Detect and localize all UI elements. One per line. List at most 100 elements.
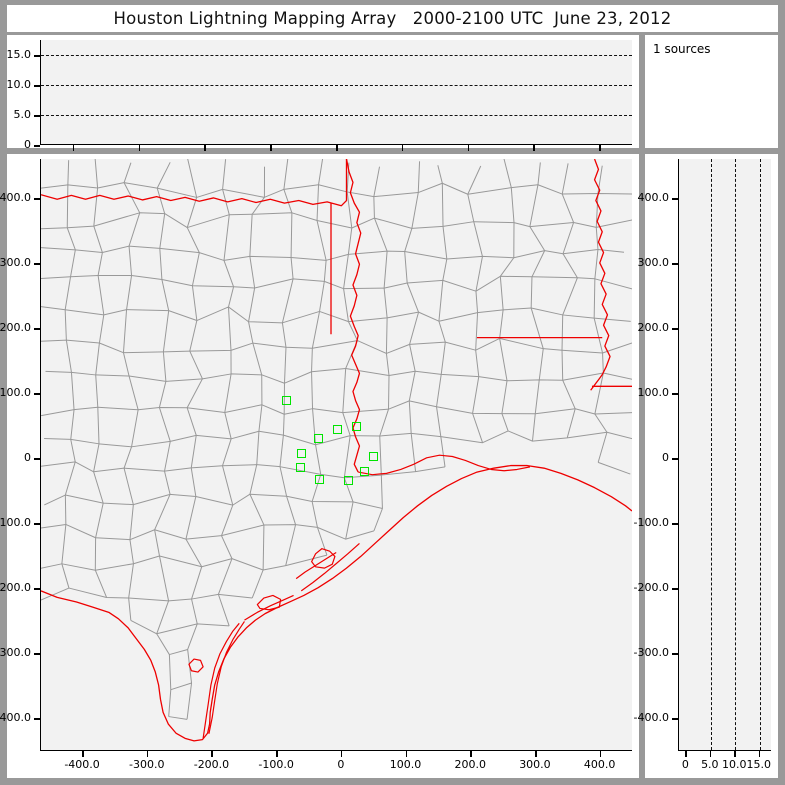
axis-tick-label: 10.0 <box>722 758 747 771</box>
axis-tick <box>34 198 40 200</box>
axis-tick <box>533 145 535 151</box>
axis-tick <box>34 588 40 590</box>
axis-tick <box>672 523 678 525</box>
gridline <box>735 159 737 750</box>
county-boundary <box>41 337 632 354</box>
axis-tick <box>204 145 207 151</box>
county-boundary <box>248 166 266 599</box>
axis-tick <box>34 523 40 525</box>
axis-tick <box>276 751 278 757</box>
county-boundary <box>404 161 421 472</box>
axis-tick <box>672 458 678 460</box>
axis-tick <box>34 393 40 395</box>
axis-tick <box>34 718 40 721</box>
county-boundary <box>170 682 192 691</box>
axis-tick-label: -200.0 <box>193 758 230 771</box>
axis-tick-label: 5.0 <box>13 108 32 121</box>
axis-tick-label: 15.0 <box>746 758 772 771</box>
axis-tick-label: -300.0 <box>0 646 31 660</box>
barrier-island <box>244 594 294 621</box>
sources-info-panel: 1 sources <box>645 35 778 148</box>
axis-tick-label: 15.0 <box>6 48 32 61</box>
lma-station-marker <box>352 421 362 431</box>
lma-station-marker <box>295 462 305 472</box>
county-boundary <box>93 159 108 598</box>
source-count-label: 1 sources <box>653 42 711 56</box>
axis-tick-label: 0 <box>24 451 31 465</box>
county-boundary <box>168 716 188 720</box>
axis-tick <box>405 751 408 757</box>
axis-tick <box>709 751 712 757</box>
axis-tick <box>34 85 40 87</box>
county-boundary <box>279 159 297 566</box>
axis-tick <box>734 751 736 757</box>
axis-tick <box>467 145 470 151</box>
county-boundary <box>593 165 608 463</box>
axis-tick-label: 0 <box>662 451 669 465</box>
county-boundary <box>436 165 448 467</box>
axis-tick <box>72 145 75 151</box>
axis-tick-label: 400.0 <box>637 191 670 205</box>
axis-tick-label: 200.0 <box>637 321 670 335</box>
bay-outline <box>256 594 282 611</box>
county-boundary <box>41 461 446 479</box>
axis-tick <box>270 145 272 151</box>
axis-tick <box>672 393 678 395</box>
altitude-plot-area <box>678 159 771 751</box>
axis-tick <box>34 263 40 265</box>
axis-tick-label: 300.0 <box>0 256 31 270</box>
axis-tick-label: 400.0 <box>583 758 616 771</box>
axis-tick-label: 100.0 <box>637 386 670 400</box>
gridline <box>759 159 761 750</box>
axis-tick-label: 0 <box>681 758 689 771</box>
county-boundary <box>529 162 546 442</box>
axis-tick-label: 100.0 <box>389 758 422 771</box>
axis-tick-label: -100.0 <box>633 516 669 530</box>
axis-tick-label: -400.0 <box>0 711 31 725</box>
axis-tick <box>672 328 678 330</box>
axis-tick <box>401 145 404 151</box>
axis-tick-label: -400.0 <box>64 758 100 771</box>
axis-tick-label: -400.0 <box>633 711 669 725</box>
county-boundary <box>41 182 632 198</box>
axis-tick <box>685 751 687 757</box>
gridline <box>41 55 632 56</box>
barrier-island <box>295 552 337 580</box>
axis-tick-label: -100.0 <box>0 516 31 530</box>
county-boundary <box>169 648 188 656</box>
lma-station-marker <box>359 467 369 477</box>
axis-tick-label: -100.0 <box>258 758 294 771</box>
axis-tick <box>211 751 214 757</box>
state-boundary <box>590 159 611 391</box>
county-boundary <box>44 493 383 509</box>
state-boundary <box>41 159 348 207</box>
axis-tick-label: -200.0 <box>633 581 669 595</box>
bay-outline <box>188 658 204 673</box>
axis-tick-label: 200.0 <box>0 321 31 335</box>
gridline <box>41 115 632 116</box>
axis-tick-label: 0 <box>24 138 31 151</box>
lma-station-marker <box>282 395 292 405</box>
bay-outline <box>311 548 336 569</box>
lma-station-marker <box>314 433 324 443</box>
axis-tick <box>672 718 678 721</box>
county-boundary <box>130 619 230 635</box>
lma-station-marker <box>344 475 354 485</box>
county-boundary <box>373 166 390 532</box>
county-boundary <box>41 212 632 230</box>
axis-tick-label: 400.0 <box>0 191 31 205</box>
axis-tick <box>672 263 678 265</box>
lma-station-marker <box>369 452 379 462</box>
axis-tick <box>599 145 601 151</box>
county-boundary <box>122 162 141 621</box>
axis-tick <box>34 115 40 117</box>
county-boundary <box>561 163 578 438</box>
axis-tick-label: 0 <box>337 758 345 771</box>
map-plot-area <box>40 159 632 751</box>
axis-tick <box>34 55 40 57</box>
axis-tick-label: 100.0 <box>0 386 31 400</box>
barrier-island <box>300 543 360 592</box>
axis-tick <box>34 145 40 147</box>
county-boundary <box>217 159 235 627</box>
axis-tick <box>599 751 602 757</box>
